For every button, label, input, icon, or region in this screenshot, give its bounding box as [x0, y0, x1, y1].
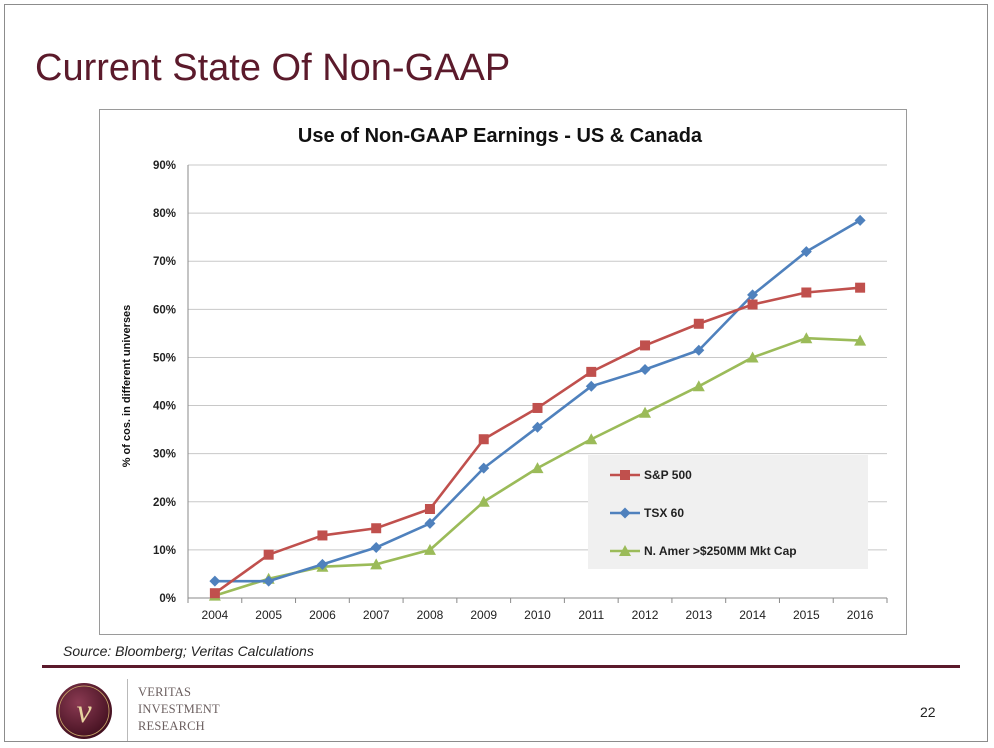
chart-frame: Use of Non-GAAP Earnings - US & Canada %…	[99, 109, 907, 635]
company-name-line-2: INVESTMENT	[138, 702, 220, 716]
x-tick-label: 2009	[470, 608, 497, 622]
company-name-line-3: RESEARCH	[138, 719, 205, 733]
data-point	[854, 214, 866, 226]
chart-title: Use of Non-GAAP Earnings - US & Canada	[298, 125, 703, 147]
data-point	[263, 575, 275, 587]
data-point	[855, 282, 866, 293]
x-tick-label: 2014	[739, 608, 766, 622]
data-point	[801, 287, 812, 298]
source-note: Source: Bloomberg; Veritas Calculations	[63, 643, 314, 659]
x-tick-label: 2016	[847, 608, 874, 622]
data-point	[585, 380, 597, 392]
veritas-logo-icon: v	[56, 683, 112, 739]
legend-marker	[620, 470, 630, 480]
y-tick-label: 80%	[153, 208, 176, 220]
data-point	[370, 541, 382, 553]
data-point	[209, 575, 221, 587]
y-tick-label: 20%	[153, 497, 176, 509]
series-tsx-60	[209, 214, 866, 587]
x-tick-label: 2008	[417, 608, 444, 622]
legend-label: S&P 500	[644, 468, 692, 482]
series-s-p-500	[209, 282, 866, 599]
legend-marker	[619, 507, 631, 519]
y-tick-label: 10%	[153, 545, 176, 557]
data-point	[747, 299, 758, 310]
x-tick-label: 2004	[202, 608, 229, 622]
x-tick-label: 2013	[685, 608, 712, 622]
data-point	[854, 334, 867, 346]
data-point	[478, 434, 489, 445]
svg-text:v: v	[76, 693, 92, 730]
company-name: VERITAS INVESTMENT RESEARCH	[138, 684, 220, 735]
data-point	[209, 588, 220, 599]
data-point	[423, 543, 436, 555]
data-point	[585, 433, 598, 445]
x-tick-label: 2007	[363, 608, 390, 622]
legend-label: TSX 60	[644, 506, 684, 520]
data-point	[316, 558, 328, 570]
company-name-line-1: VERITAS	[138, 685, 192, 699]
y-tick-label: 60%	[153, 304, 176, 316]
data-point	[692, 380, 705, 392]
x-tick-label: 2006	[309, 608, 336, 622]
data-point	[640, 340, 651, 351]
data-point	[747, 289, 759, 301]
data-point	[639, 363, 651, 375]
data-point	[370, 558, 383, 570]
y-axis-label: % of cos. in different universes	[121, 305, 133, 468]
data-point	[317, 530, 328, 541]
line-chart: Use of Non-GAAP Earnings - US & Canada %…	[121, 125, 888, 622]
y-tick-label: 0%	[159, 593, 176, 605]
data-point	[532, 402, 543, 413]
data-point	[371, 523, 382, 534]
x-tick-label: 2010	[524, 608, 551, 622]
data-point	[693, 318, 704, 329]
data-point	[800, 332, 813, 344]
data-point	[478, 462, 490, 474]
data-point	[263, 549, 274, 560]
y-tick-label: 70%	[153, 256, 176, 268]
y-tick-label: 30%	[153, 449, 176, 461]
x-tick-label: 2011	[578, 608, 604, 622]
data-point	[693, 344, 705, 356]
legend-marker	[619, 545, 631, 556]
x-tick-label: 2005	[255, 608, 282, 622]
data-point	[746, 351, 759, 363]
data-point	[531, 462, 544, 474]
slide-title: Current State Of Non-GAAP	[35, 47, 511, 89]
data-point	[477, 495, 490, 507]
page-number: 22	[920, 704, 936, 720]
data-point	[639, 406, 652, 418]
data-point	[800, 246, 812, 258]
y-tick-label: 90%	[153, 160, 176, 172]
data-point	[586, 366, 597, 377]
footer-divider	[42, 665, 960, 668]
x-tick-label: 2015	[793, 608, 820, 622]
slide: Current State Of Non-GAAP Use of Non-GAA…	[4, 4, 988, 742]
data-point	[424, 503, 435, 514]
logo-separator	[127, 679, 128, 741]
legend-label: N. Amer >$250MM Mkt Cap	[644, 544, 797, 558]
data-point	[532, 421, 543, 433]
y-tick-label: 40%	[153, 401, 176, 413]
x-tick-label: 2012	[632, 608, 659, 622]
y-tick-label: 50%	[153, 352, 176, 364]
data-point	[424, 517, 436, 529]
